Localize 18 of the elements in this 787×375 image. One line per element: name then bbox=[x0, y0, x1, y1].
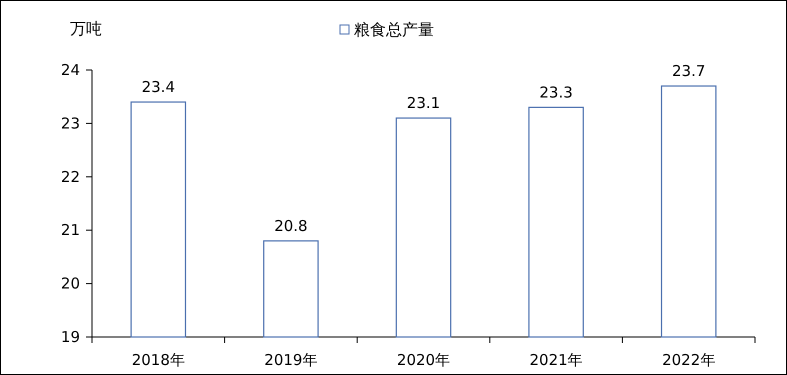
data-label: 23.3 bbox=[539, 83, 573, 102]
y-tick-label: 22 bbox=[60, 168, 80, 186]
y-axis-title: 万吨 bbox=[70, 19, 102, 38]
y-tick-label: 24 bbox=[60, 61, 80, 79]
data-label: 23.7 bbox=[672, 62, 706, 80]
y-tick-label: 20 bbox=[60, 274, 80, 293]
y-tick-label: 19 bbox=[60, 328, 80, 346]
data-label: 20.8 bbox=[274, 216, 308, 235]
data-label: 23.4 bbox=[142, 78, 176, 96]
data-label: 23.1 bbox=[406, 94, 440, 112]
x-tick-label: 2019年 bbox=[264, 351, 318, 369]
x-tick-label: 2020年 bbox=[396, 351, 450, 369]
y-tick-label: 23 bbox=[60, 114, 80, 132]
x-tick-label: 2021年 bbox=[530, 351, 583, 369]
legend-label: 粮食总产量 bbox=[354, 20, 434, 39]
x-tick-label: 2022年 bbox=[662, 351, 716, 369]
y-tick-label: 21 bbox=[60, 221, 80, 240]
x-tick-label: 2018年 bbox=[132, 351, 185, 369]
